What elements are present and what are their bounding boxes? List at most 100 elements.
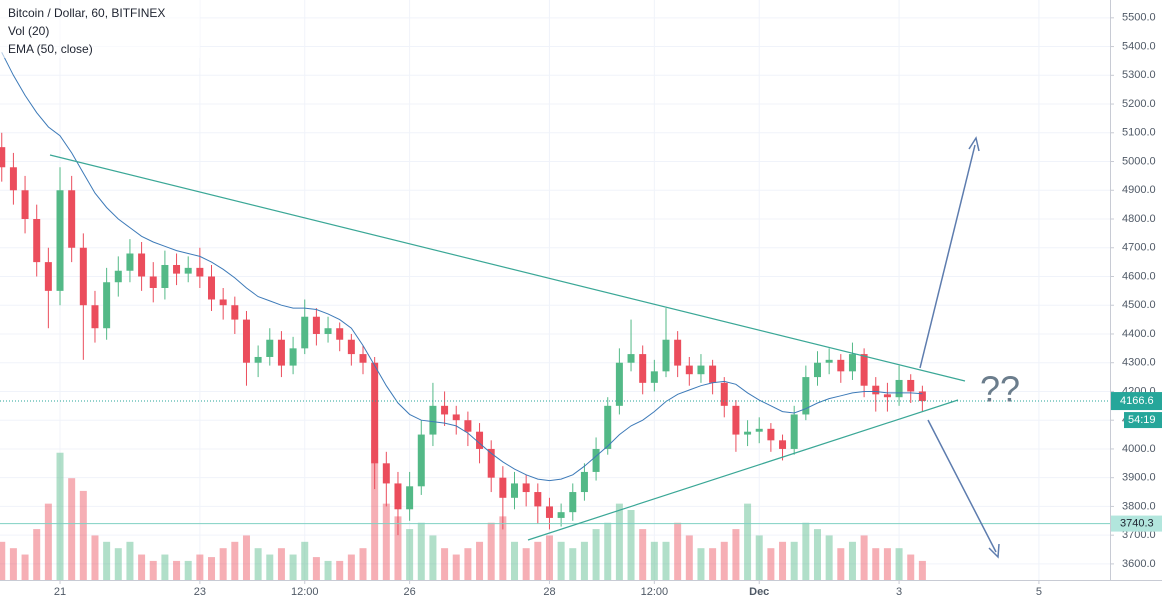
- volume-bar: [825, 535, 833, 580]
- candle-body: [662, 339, 670, 372]
- y-tick-label: 3600.0: [1122, 558, 1156, 570]
- volume-bar: [767, 548, 775, 580]
- candle-body: [301, 316, 309, 349]
- volume-bar: [837, 548, 845, 580]
- volume-bar: [709, 548, 717, 580]
- candle-body: [382, 463, 390, 484]
- candle-body: [569, 492, 577, 513]
- volume-bar: [639, 529, 647, 580]
- volume-bar: [173, 560, 181, 580]
- y-tick-label: 4700.0: [1122, 242, 1156, 254]
- last-price-label: 4166.6: [1120, 395, 1154, 407]
- annotation: ??: [980, 369, 1020, 410]
- volume-bar: [615, 503, 623, 580]
- candle-body: [744, 431, 752, 435]
- volume-bar: [569, 548, 577, 580]
- arrow-head-up: [968, 136, 980, 152]
- indicator-label: Vol (20): [8, 24, 49, 38]
- volume-bar: [301, 541, 309, 580]
- candle-body: [872, 385, 880, 395]
- y-tick-label: 5000.0: [1122, 155, 1156, 167]
- candle-body: [476, 431, 484, 449]
- volume-bar: [755, 535, 763, 580]
- y-tick-label: 4000.0: [1122, 443, 1156, 455]
- volume-bar: [802, 522, 810, 580]
- indicator-label: EMA (50, close): [8, 42, 93, 56]
- candle-body: [266, 339, 274, 357]
- candle-body: [499, 477, 507, 498]
- x-tick-label: Dec: [749, 586, 769, 598]
- x-tick-label: 12:00: [641, 586, 669, 598]
- candle-body: [697, 365, 705, 375]
- volume-bar: [21, 554, 29, 580]
- volume-bar: [347, 554, 355, 580]
- candle-body: [114, 270, 122, 283]
- arrow-up: [919, 144, 976, 369]
- candle-body: [685, 365, 693, 375]
- volume-bar: [312, 557, 320, 580]
- volume-bar: [138, 554, 146, 580]
- x-tick-label: 23: [194, 586, 206, 598]
- volume-bar: [114, 548, 122, 580]
- volume-bar: [394, 516, 402, 580]
- volume-bar: [732, 529, 740, 580]
- candle-body: [604, 405, 612, 449]
- volume-bar: [627, 510, 635, 580]
- volume-bar: [860, 535, 868, 580]
- volume-bar: [476, 541, 484, 580]
- x-tick-label: 5: [1036, 586, 1042, 598]
- y-tick-label: 3800.0: [1122, 500, 1156, 512]
- volume-bar: [813, 529, 821, 580]
- volume-bar: [9, 548, 17, 580]
- candle-body: [627, 354, 635, 363]
- volume-bar: [103, 541, 111, 580]
- y-tick-label: 5200.0: [1122, 98, 1156, 110]
- candle-body: [883, 394, 891, 398]
- candle-body: [429, 405, 437, 435]
- y-tick-label: 5300.0: [1122, 69, 1156, 81]
- volume-bar: [685, 535, 693, 580]
- candle-body: [103, 282, 111, 329]
- y-tick-label: 5500.0: [1122, 12, 1156, 24]
- volume-bar: [371, 440, 379, 580]
- candle-body: [767, 428, 775, 441]
- candle-body: [848, 354, 856, 372]
- volume-bar: [872, 548, 880, 580]
- price-pane: [0, 52, 1110, 536]
- candle-body: [417, 434, 425, 487]
- countdown-label: 54:19: [1128, 414, 1156, 426]
- candle-body: [522, 483, 530, 493]
- x-tick-label: 28: [543, 586, 555, 598]
- volume-bar: [79, 490, 87, 580]
- volume-bar: [68, 478, 76, 580]
- candle-body: [324, 328, 332, 334]
- candle-body: [9, 167, 17, 191]
- volume-bar: [91, 535, 99, 580]
- volume-bar: [557, 541, 565, 580]
- volume-bar: [907, 554, 915, 580]
- volume-bar: [277, 548, 285, 580]
- candle-body: [907, 379, 915, 392]
- volume-bar: [883, 548, 891, 580]
- y-tick-label: 5400.0: [1122, 40, 1156, 52]
- volume-bar: [242, 535, 250, 580]
- ema-line: [1, 52, 923, 482]
- volume-bar: [650, 541, 658, 580]
- candle-body: [813, 362, 821, 378]
- candle-body: [289, 348, 297, 366]
- volume-bar: [720, 541, 728, 580]
- candle-body: [149, 276, 157, 288]
- candle-body: [732, 405, 740, 435]
- volume-bar: [196, 554, 204, 580]
- candle-body: [33, 219, 41, 263]
- volume-bar: [522, 548, 530, 580]
- volume-pane: [0, 440, 926, 580]
- volume-bar: [382, 503, 390, 580]
- y-tick-label: 4900.0: [1122, 184, 1156, 196]
- x-tick-label: 26: [403, 586, 415, 598]
- volume-bar: [464, 548, 472, 580]
- volume-bar: [580, 541, 588, 580]
- candle-body: [231, 305, 239, 320]
- candle-body: [860, 354, 868, 386]
